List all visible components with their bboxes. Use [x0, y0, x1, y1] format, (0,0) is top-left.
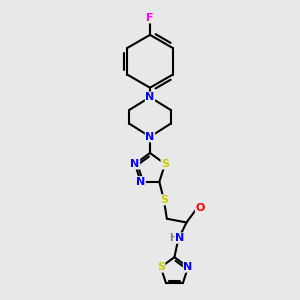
Text: N: N: [136, 177, 145, 187]
Text: S: S: [160, 195, 168, 205]
Text: N: N: [146, 132, 154, 142]
Text: O: O: [195, 203, 205, 213]
Text: F: F: [146, 13, 154, 23]
Text: N: N: [146, 92, 154, 102]
Text: N: N: [175, 233, 184, 243]
Text: S: S: [161, 159, 169, 169]
Text: N: N: [183, 262, 193, 272]
Text: N: N: [130, 159, 140, 169]
Text: S: S: [157, 262, 165, 272]
Text: H: H: [169, 233, 178, 243]
